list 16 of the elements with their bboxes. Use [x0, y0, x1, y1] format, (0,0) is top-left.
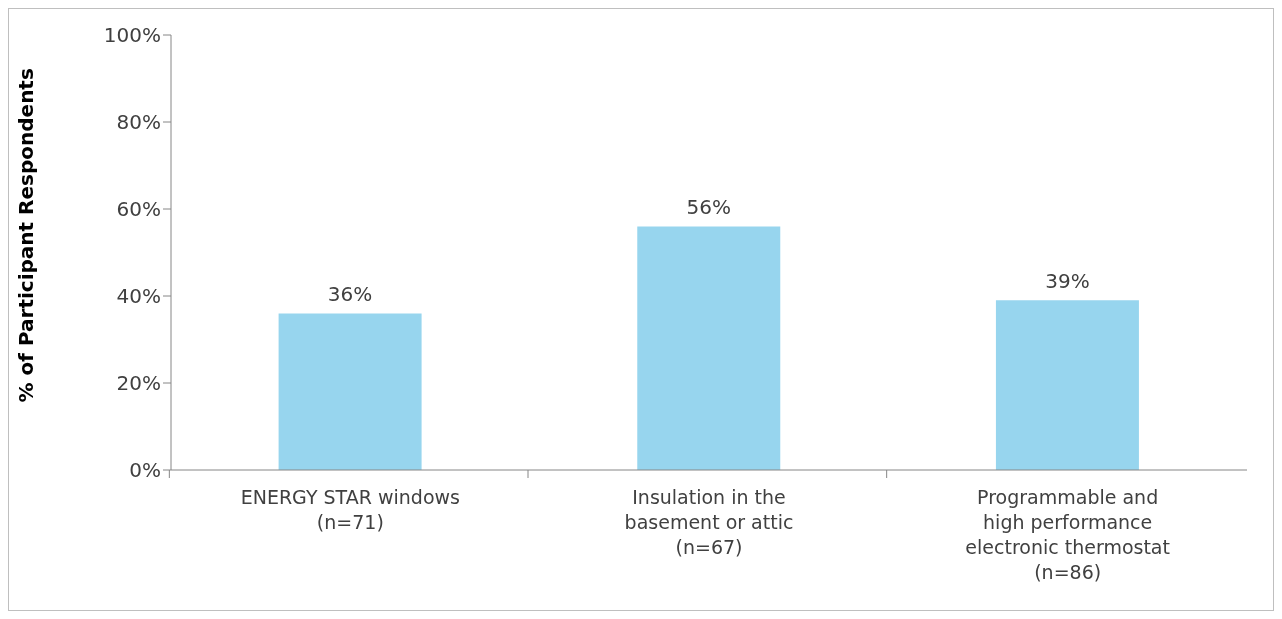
y-tick-label: 20% — [116, 371, 161, 396]
y-axis-title: % of Participant Respondents — [14, 68, 39, 403]
bar — [278, 313, 422, 470]
x-tick-label: Insulation in the basement or attic (n=67) — [624, 486, 794, 558]
bar — [637, 226, 781, 470]
x-tick-label: Programmable and high performance electronic thermostat (n=86) — [965, 486, 1170, 583]
y-tick-label: 0% — [129, 458, 161, 483]
y-tick-label: 40% — [116, 284, 161, 309]
data-label: 56% — [686, 195, 731, 220]
y-tick-label: 60% — [116, 197, 161, 222]
y-tick-label: 80% — [116, 110, 161, 135]
data-label: 39% — [1045, 269, 1090, 294]
y-tick-label: 100% — [103, 23, 161, 48]
data-label: 36% — [327, 282, 373, 307]
bar — [995, 300, 1139, 470]
x-tick-label: ENERGY STAR windows (n=71) — [240, 486, 460, 533]
